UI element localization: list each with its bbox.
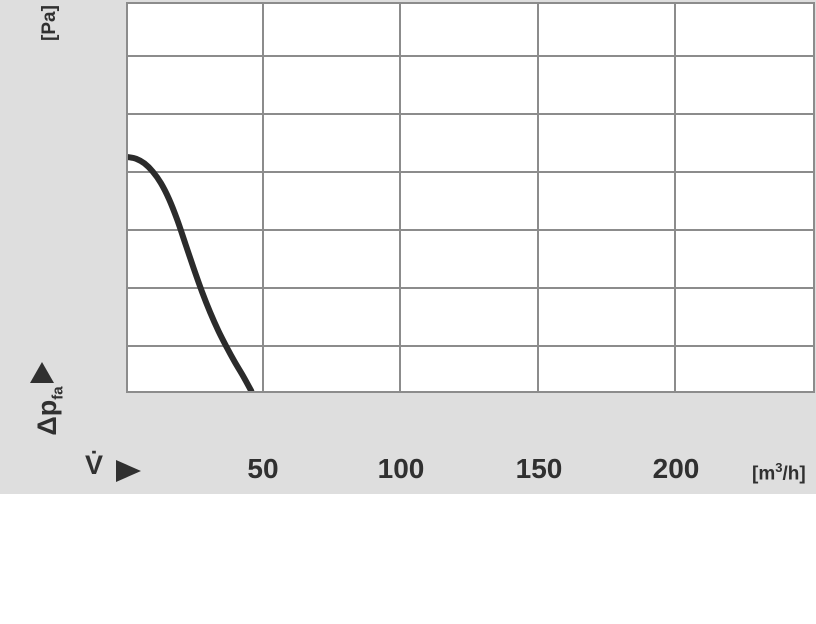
horizontal-gridlines — [128, 55, 813, 347]
x-tick-label-150: 150 — [515, 453, 563, 484]
x-tick-label-200: 200 — [652, 453, 700, 484]
vertical-gridlines — [262, 4, 676, 391]
y-axis-title-main: Δp — [32, 399, 62, 436]
y-axis-title: Δpfa — [24, 361, 70, 461]
x-tick-label-100: 100 — [377, 453, 425, 484]
y-axis-arrow-icon — [30, 362, 54, 383]
x-tick-label-50: 50 — [247, 453, 279, 484]
y-axis-title-subscript: fa — [49, 386, 67, 400]
data-curve-fan-characteristic — [128, 154, 255, 391]
x-axis-arrow-icon — [116, 460, 141, 482]
chart-panel: [Pa] 60 50 40 30 20 10 Δpfa — [0, 0, 816, 494]
plot-svg — [128, 4, 813, 391]
y-axis-unit-label: [Pa] — [39, 5, 60, 41]
plot-area — [126, 2, 815, 393]
x-axis-title: V̇ — [85, 450, 104, 480]
x-axis-unit-label: [m3/h] — [752, 460, 806, 485]
